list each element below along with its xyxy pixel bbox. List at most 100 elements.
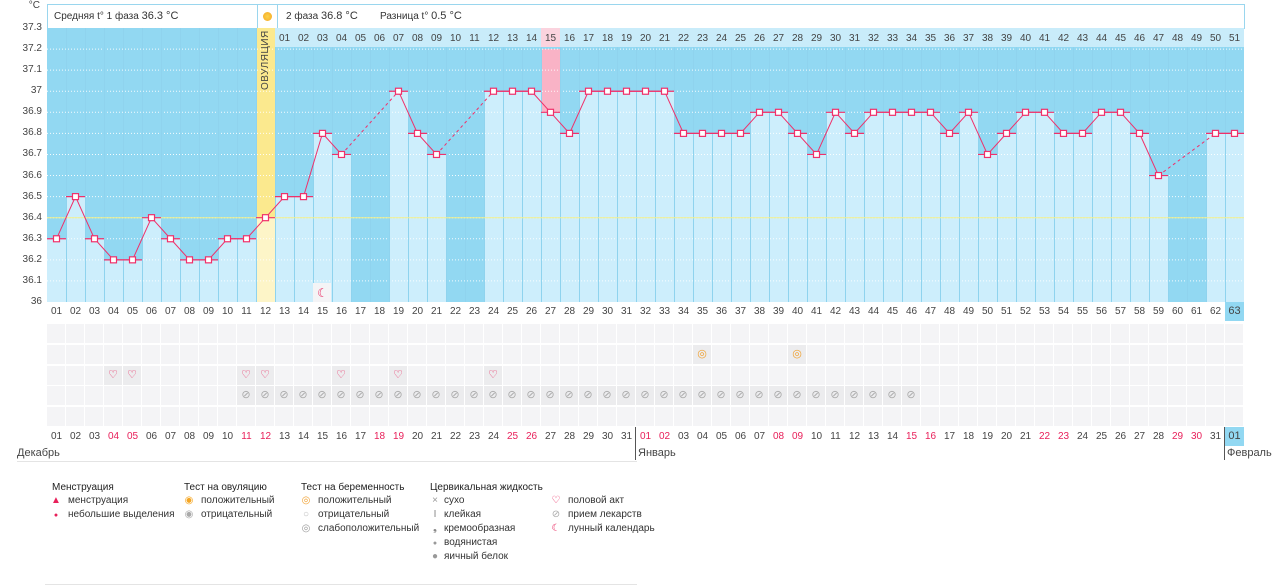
intercourse-row-cell[interactable] xyxy=(313,366,331,385)
menstruation-row-cell[interactable] xyxy=(503,324,521,343)
menstruation-row-cell[interactable] xyxy=(864,324,882,343)
medication-row-cell[interactable] xyxy=(1187,386,1205,405)
intercourse-row-cell[interactable] xyxy=(1111,366,1129,385)
cycle-day-label[interactable]: 40 xyxy=(791,306,804,317)
test-row-cell[interactable] xyxy=(123,345,141,364)
intercourse-row-cell[interactable] xyxy=(959,366,977,385)
intercourse-row-cell[interactable] xyxy=(522,366,540,385)
cycle-day-label[interactable]: 29 xyxy=(582,306,595,317)
menstruation-row-cell[interactable] xyxy=(1130,324,1148,343)
medication-row-cell[interactable] xyxy=(1206,386,1224,405)
menstruation-row-cell[interactable] xyxy=(978,324,996,343)
menstruation-row-cell[interactable] xyxy=(731,324,749,343)
menstruation-row-cell[interactable] xyxy=(294,324,312,343)
intercourse-row-cell[interactable]: ♡ xyxy=(104,366,122,385)
cervical-row-cell[interactable] xyxy=(446,407,464,426)
intercourse-row-cell[interactable] xyxy=(1187,366,1205,385)
test-row-cell[interactable] xyxy=(256,345,274,364)
intercourse-row-cell[interactable] xyxy=(408,366,426,385)
cervical-row-cell[interactable] xyxy=(351,407,369,426)
cycle-day-label[interactable]: 22 xyxy=(449,306,462,317)
cycle-day-label[interactable]: 15 xyxy=(316,306,329,317)
cervical-row-cell[interactable] xyxy=(940,407,958,426)
cycle-day-label[interactable]: 60 xyxy=(1171,306,1184,317)
menstruation-row-cell[interactable] xyxy=(484,324,502,343)
test-row-cell[interactable] xyxy=(1149,345,1167,364)
medication-row-cell[interactable] xyxy=(978,386,996,405)
cycle-day-label[interactable]: 02 xyxy=(69,306,82,317)
test-row-cell[interactable] xyxy=(769,345,787,364)
intercourse-row-cell[interactable] xyxy=(275,366,293,385)
intercourse-row-cell[interactable] xyxy=(617,366,635,385)
intercourse-row-cell[interactable] xyxy=(845,366,863,385)
intercourse-row-cell[interactable] xyxy=(769,366,787,385)
menstruation-row-cell[interactable] xyxy=(1016,324,1034,343)
medication-row-cell[interactable]: ⊘ xyxy=(636,386,654,405)
menstruation-row-cell[interactable] xyxy=(788,324,806,343)
cervical-row-cell[interactable] xyxy=(237,407,255,426)
cycle-day-label[interactable]: 04 xyxy=(107,306,120,317)
cervical-row-cell[interactable] xyxy=(465,407,483,426)
menstruation-row-cell[interactable] xyxy=(351,324,369,343)
cycle-day-label[interactable]: 62 xyxy=(1209,306,1222,317)
cycle-day-label[interactable]: 33 xyxy=(658,306,671,317)
cycle-day-label[interactable]: 47 xyxy=(924,306,937,317)
medication-row-cell[interactable]: ⊘ xyxy=(807,386,825,405)
medication-row-cell[interactable]: ⊘ xyxy=(446,386,464,405)
menstruation-row-cell[interactable] xyxy=(807,324,825,343)
test-row-cell[interactable] xyxy=(237,345,255,364)
cycle-day-label[interactable]: 08 xyxy=(183,306,196,317)
test-row-cell[interactable] xyxy=(541,345,559,364)
menstruation-row-cell[interactable] xyxy=(142,324,160,343)
medication-row-cell[interactable] xyxy=(47,386,65,405)
intercourse-row-cell[interactable] xyxy=(1092,366,1110,385)
cycle-day-label[interactable]: 57 xyxy=(1114,306,1127,317)
cervical-row-cell[interactable] xyxy=(1092,407,1110,426)
cervical-row-cell[interactable] xyxy=(256,407,274,426)
cervical-row-cell[interactable] xyxy=(503,407,521,426)
cervical-row-cell[interactable] xyxy=(1149,407,1167,426)
intercourse-row-cell[interactable] xyxy=(446,366,464,385)
cycle-day-label[interactable]: 37 xyxy=(734,306,747,317)
menstruation-row-cell[interactable] xyxy=(674,324,692,343)
intercourse-row-cell[interactable] xyxy=(218,366,236,385)
cycle-day-label[interactable]: 01 xyxy=(50,306,63,317)
intercourse-row-cell[interactable] xyxy=(978,366,996,385)
intercourse-row-cell[interactable] xyxy=(294,366,312,385)
menstruation-row-cell[interactable] xyxy=(1054,324,1072,343)
medication-row-cell[interactable]: ⊘ xyxy=(750,386,768,405)
medication-row-cell[interactable] xyxy=(180,386,198,405)
cervical-row-cell[interactable] xyxy=(123,407,141,426)
test-row-cell[interactable] xyxy=(579,345,597,364)
cycle-day-label[interactable]: 54 xyxy=(1057,306,1070,317)
cycle-day-label[interactable]: 39 xyxy=(772,306,785,317)
menstruation-row-cell[interactable] xyxy=(408,324,426,343)
cervical-row-cell[interactable] xyxy=(902,407,920,426)
cervical-row-cell[interactable] xyxy=(1111,407,1129,426)
cycle-day-label[interactable]: 09 xyxy=(202,306,215,317)
intercourse-row-cell[interactable] xyxy=(864,366,882,385)
intercourse-row-cell[interactable] xyxy=(1225,366,1243,385)
intercourse-row-cell[interactable] xyxy=(199,366,217,385)
menstruation-row-cell[interactable] xyxy=(47,324,65,343)
test-row-cell[interactable] xyxy=(427,345,445,364)
cycle-day-label[interactable]: 11 xyxy=(241,306,252,317)
medication-row-cell[interactable]: ⊘ xyxy=(503,386,521,405)
menstruation-row-cell[interactable] xyxy=(313,324,331,343)
medication-row-cell[interactable]: ⊘ xyxy=(294,386,312,405)
cervical-row-cell[interactable] xyxy=(560,407,578,426)
menstruation-row-cell[interactable] xyxy=(522,324,540,343)
menstruation-row-cell[interactable] xyxy=(1225,324,1243,343)
cycle-day-label[interactable]: 25 xyxy=(506,306,519,317)
medication-row-cell[interactable] xyxy=(940,386,958,405)
cycle-day-label[interactable]: 31 xyxy=(620,306,633,317)
medication-row-cell[interactable]: ⊘ xyxy=(883,386,901,405)
menstruation-row-cell[interactable] xyxy=(1035,324,1053,343)
cervical-row-cell[interactable] xyxy=(579,407,597,426)
cervical-row-cell[interactable] xyxy=(959,407,977,426)
medication-row-cell[interactable]: ⊘ xyxy=(351,386,369,405)
test-row-cell[interactable] xyxy=(978,345,996,364)
cycle-day-label[interactable]: 58 xyxy=(1133,306,1146,317)
medication-row-cell[interactable] xyxy=(921,386,939,405)
intercourse-row-cell[interactable] xyxy=(940,366,958,385)
